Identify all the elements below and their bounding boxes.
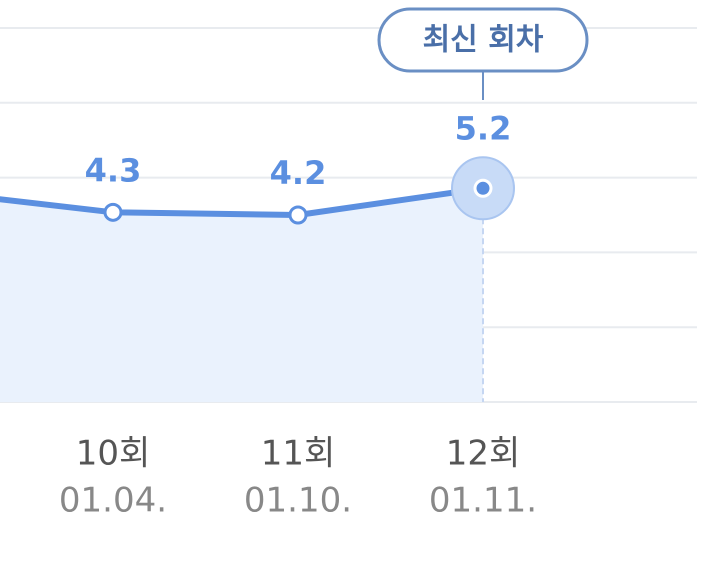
area [0, 188, 483, 402]
value-label: 4.3 [85, 151, 142, 189]
x-tick-label: 10회 [76, 434, 151, 474]
point [103, 202, 123, 222]
x-tick-date: 01.10. [244, 481, 352, 521]
callout-box [377, 7, 589, 73]
x-tick-date: 01.11. [429, 481, 537, 521]
callout-text: 최신 회차 [423, 23, 544, 58]
line [0, 185, 484, 218]
x-tick-date: 01.04. [59, 481, 167, 521]
value-label: 4.2 [270, 154, 327, 192]
point [288, 205, 308, 225]
x-tick-label: 12회 [446, 434, 521, 474]
point [473, 178, 493, 198]
x-tick-label: 11회 [261, 434, 336, 474]
value-label: 5.2 [455, 109, 512, 147]
